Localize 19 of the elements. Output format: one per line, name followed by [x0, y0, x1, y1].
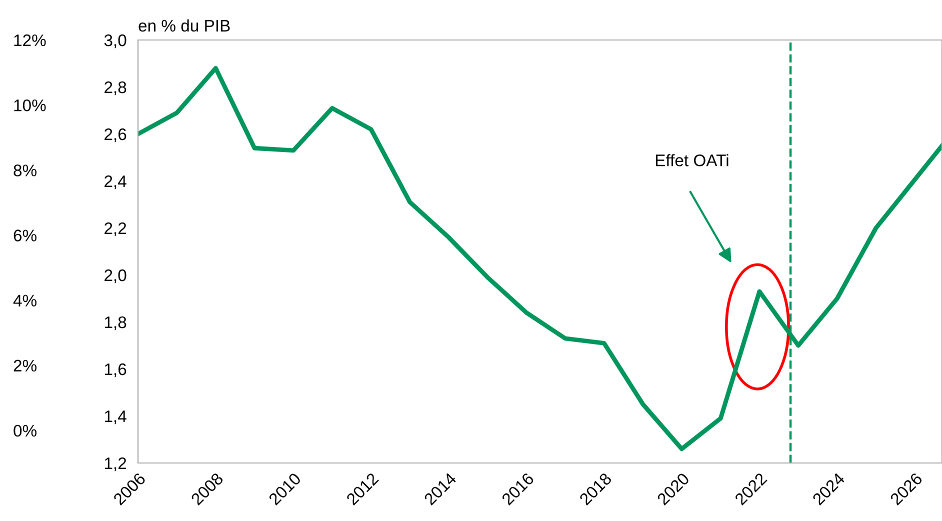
y-tick-label: 3,0: [104, 34, 126, 48]
annotation: Effet OATi: [656, 154, 728, 166]
y-tick-label: 2,2: [104, 222, 126, 236]
y-tick-label: 1,8: [104, 316, 126, 330]
y-tick-label: 2,0: [104, 269, 126, 284]
y2-tick-label: 2%: [14, 360, 36, 372]
y-tick-label: 2,6: [104, 128, 126, 142]
y2-tick-label: 6%: [14, 230, 36, 242]
y-tick-label: 2,4: [104, 175, 126, 190]
y-tick-label: 1,6: [104, 363, 126, 378]
y2-tick-label: 8%: [14, 164, 36, 176]
y2-tick-label: 12%: [14, 34, 46, 46]
y-tick-label: 1,2: [104, 457, 126, 472]
y2-tick-label: 0%: [14, 424, 36, 437]
y-tick-label: 2,8: [104, 81, 126, 96]
y-axis-title: en % du PIB: [138, 19, 230, 32]
y2-tick-label: 4%: [13, 294, 36, 306]
y2-tick-label: 10%: [14, 99, 46, 112]
y-tick-label: 1,4: [104, 410, 126, 424]
